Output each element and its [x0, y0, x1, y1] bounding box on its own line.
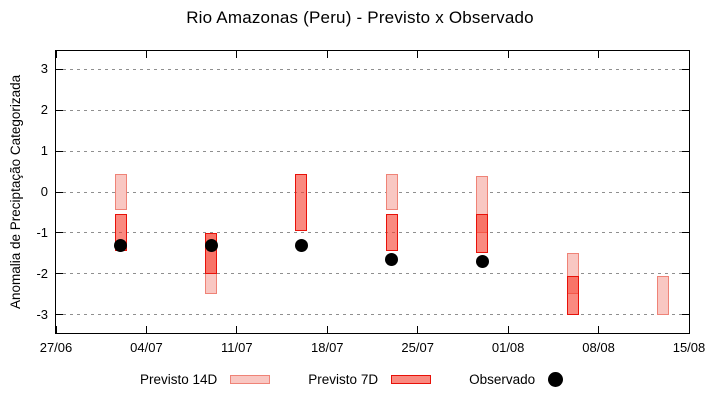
y-tick-mark	[56, 273, 63, 275]
observado-dot	[294, 238, 308, 252]
x-tick-label: 15/08	[672, 340, 706, 355]
plot-area	[55, 50, 690, 334]
x-tick-label: 01/08	[491, 340, 525, 355]
y-tick-label: 0	[40, 184, 48, 199]
gridline	[56, 191, 689, 193]
legend-label-previsto-14d: Previsto 14D	[140, 371, 218, 387]
y-tick-mark	[56, 232, 63, 234]
observado-dot	[385, 252, 399, 266]
legend: Previsto 14D Previsto 7D Observado	[140, 367, 564, 391]
x-tick-mark	[145, 326, 147, 333]
x-tick-mark	[507, 51, 509, 58]
x-tick-label: 04/07	[130, 340, 163, 355]
x-tick-label: 11/07	[221, 340, 253, 355]
previsto-7d-bar	[566, 275, 579, 315]
x-tick-label: 18/07	[311, 340, 344, 355]
x-tick-mark	[326, 326, 328, 333]
gridline	[56, 232, 689, 234]
x-tick-mark	[417, 326, 419, 333]
y-tick-label: -1	[36, 224, 48, 240]
legend-label-observado: Observado	[469, 371, 536, 387]
y-tick-mark	[682, 314, 689, 316]
previsto-14d-swatch	[230, 374, 271, 384]
y-tick-mark	[682, 191, 689, 193]
y-tick-mark	[682, 232, 689, 234]
previsto-14d-bar	[657, 275, 670, 315]
gridline	[56, 68, 689, 70]
y-tick-mark	[682, 273, 689, 275]
x-tick-mark	[598, 51, 600, 58]
y-tick-mark	[56, 191, 63, 193]
y-tick-mark	[682, 109, 689, 111]
y-tick-mark	[56, 109, 63, 111]
x-tick-mark	[688, 326, 690, 333]
legend-item-observado: Observado	[469, 371, 564, 387]
y-tick-mark	[682, 150, 689, 152]
previsto-14d-bar	[385, 173, 398, 211]
x-tick-label: 25/07	[401, 340, 434, 355]
y-tick-mark	[56, 68, 63, 70]
y-tick-mark	[56, 150, 63, 152]
x-tick-mark	[598, 326, 600, 333]
x-tick-mark	[236, 326, 238, 333]
gridline	[56, 109, 689, 111]
observado-dot	[204, 238, 218, 252]
observado-dot	[114, 238, 128, 252]
legend-label-previsto-7d: Previsto 7D	[308, 371, 379, 387]
y-tick-label: -2	[36, 265, 48, 281]
y-tick-label: -3	[36, 306, 48, 322]
legend-item-previsto-14d: Previsto 14D	[140, 371, 271, 387]
x-tick-mark	[55, 51, 57, 58]
gridline	[56, 314, 689, 316]
x-tick-mark	[417, 51, 419, 58]
x-tick-mark	[55, 326, 57, 333]
previsto-7d-bar	[385, 214, 398, 252]
x-tick-mark	[326, 51, 328, 58]
previsto-7d-bar	[476, 214, 489, 254]
previsto-7d-bar	[295, 173, 308, 231]
chart-title: Rio Amazonas (Peru) - Previsto x Observa…	[186, 8, 534, 27]
y-tick-mark	[682, 68, 689, 70]
y-tick-label: 3	[40, 61, 48, 77]
observado-dot-swatch	[548, 371, 564, 387]
gridline	[56, 150, 689, 152]
y-tick-label: 1	[40, 143, 48, 159]
previsto-14d-bar	[114, 173, 127, 211]
gridline	[56, 273, 689, 275]
y-tick-mark	[56, 314, 63, 316]
x-tick-mark	[507, 326, 509, 333]
x-tick-mark	[688, 51, 690, 58]
observado-dot	[475, 254, 489, 268]
x-tick-label: 08/08	[582, 340, 615, 355]
x-tick-label: 27/06	[39, 340, 73, 355]
x-tick-mark	[145, 51, 147, 58]
x-tick-mark	[236, 51, 238, 58]
legend-item-previsto-7d: Previsto 7D	[308, 371, 432, 387]
previsto-7d-swatch	[391, 374, 432, 384]
y-tick-label: 2	[40, 102, 48, 118]
